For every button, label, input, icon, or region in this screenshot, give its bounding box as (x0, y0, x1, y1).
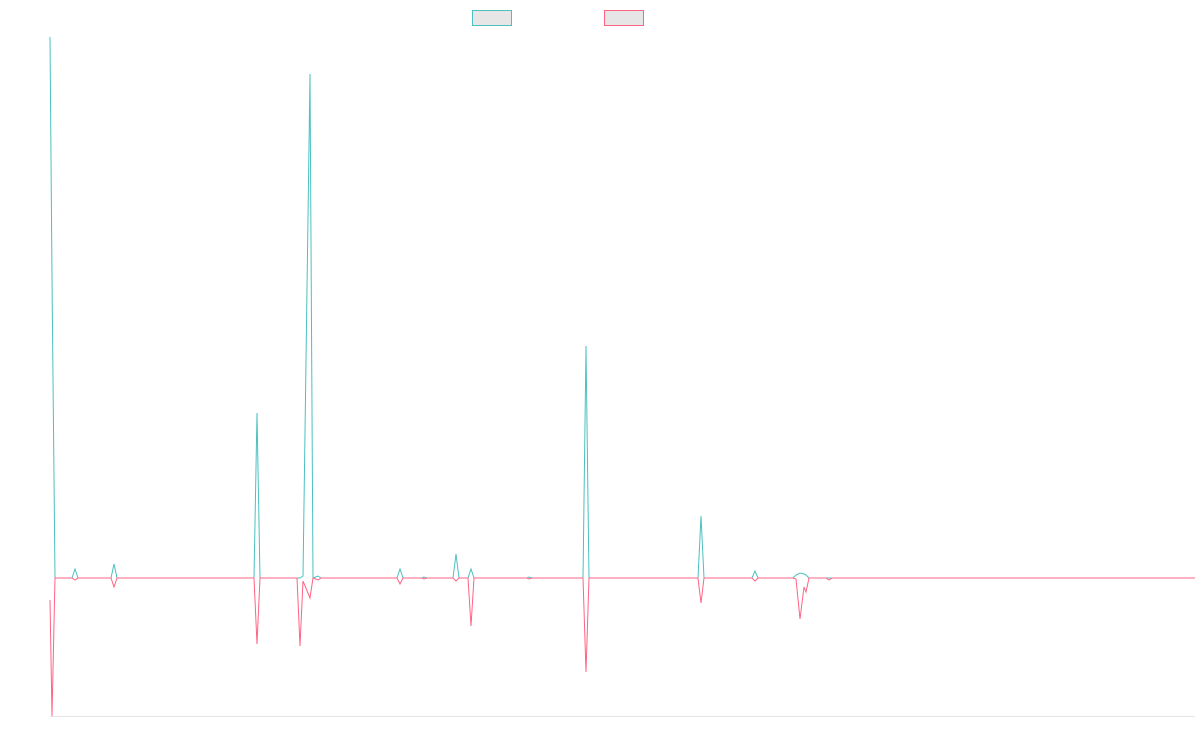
legend-swatch[interactable] (472, 10, 512, 26)
series-line (49, 36, 1195, 579)
series-line (49, 577, 1195, 717)
legend-swatch[interactable] (604, 10, 644, 26)
